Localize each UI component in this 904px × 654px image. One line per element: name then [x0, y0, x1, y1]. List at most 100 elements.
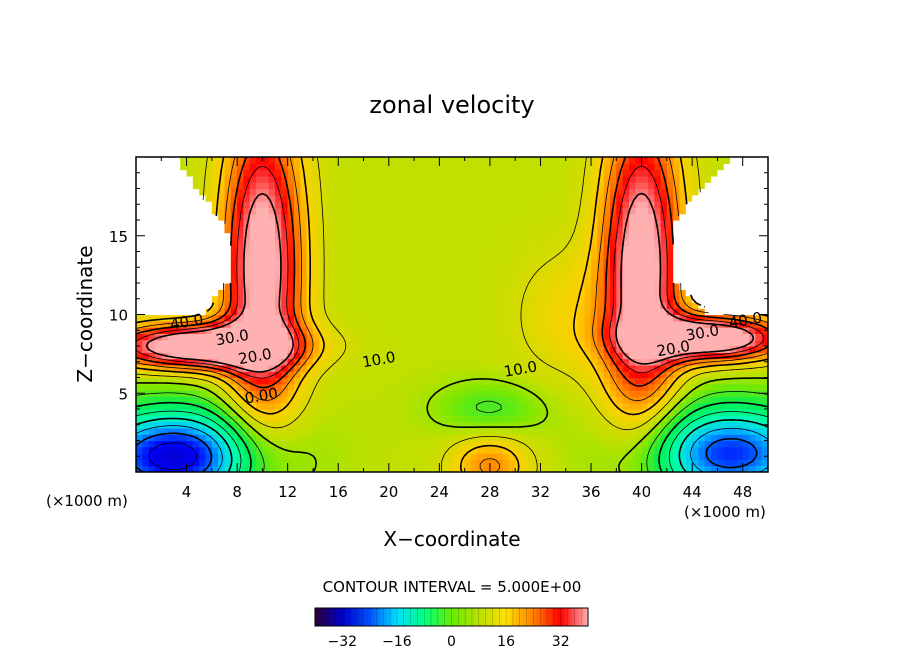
field-cell: [692, 402, 700, 410]
field-cell: [464, 220, 472, 227]
field-cell: [376, 238, 384, 246]
field-cell: [584, 270, 592, 278]
field-cell: [161, 163, 169, 171]
field-cell: [249, 415, 257, 423]
field-cell: [319, 301, 327, 309]
field-cell: [515, 415, 523, 423]
field-cell: [142, 453, 150, 460]
field-cell: [521, 169, 529, 177]
field-cell: [433, 314, 440, 322]
field-cell: [723, 276, 731, 284]
field-cell: [572, 453, 579, 460]
field-cell: [749, 415, 756, 423]
field-cell: [186, 440, 194, 448]
field-cell: [230, 264, 238, 271]
field-cell: [262, 276, 270, 284]
field-cell: [622, 346, 630, 353]
field-cell: [452, 377, 459, 385]
field-cell: [249, 352, 257, 360]
field-cell: [224, 213, 232, 221]
field-cell: [331, 346, 339, 353]
field-cell: [192, 364, 200, 372]
field-cell: [281, 308, 289, 316]
field-cell: [300, 188, 308, 196]
field-cell: [483, 232, 491, 240]
field-cell: [445, 421, 453, 429]
field-cell: [287, 427, 295, 435]
field-cell: [180, 232, 188, 240]
field-cell: [161, 390, 169, 397]
field-cell: [603, 238, 611, 246]
field-cell: [350, 327, 358, 334]
field-cell: [414, 188, 421, 196]
field-cell: [407, 339, 415, 347]
field-cell: [628, 194, 636, 202]
field-cell: [458, 390, 466, 397]
field-cell: [559, 283, 567, 290]
field-cell: [230, 358, 238, 366]
field-cell: [572, 207, 579, 215]
field-cell: [736, 157, 744, 164]
field-cell: [294, 169, 301, 177]
field-cell: [508, 314, 516, 322]
field-cell: [508, 383, 516, 391]
field-cell: [325, 283, 333, 290]
field-cell: [167, 276, 175, 284]
field-cell: [578, 453, 586, 460]
field-cell: [603, 333, 611, 341]
field-cell: [635, 327, 643, 334]
field-cell: [180, 251, 188, 259]
field-cell: [142, 276, 150, 284]
field-cell: [591, 169, 598, 177]
field-cell: [256, 251, 263, 259]
field-cell: [660, 358, 668, 366]
field-cell: [464, 207, 472, 215]
field-cell: [452, 352, 459, 360]
field-cell: [306, 226, 314, 234]
field-cell: [704, 434, 712, 442]
field-cell: [281, 459, 289, 467]
field-cell: [666, 339, 674, 347]
field-cell: [591, 440, 598, 448]
field-cell: [161, 182, 169, 190]
field-cell: [382, 238, 390, 246]
field-cell: [262, 226, 270, 234]
field-cell: [268, 194, 276, 202]
field-cell: [647, 251, 655, 259]
field-cell: [426, 377, 434, 385]
field-cell: [369, 453, 377, 460]
field-cell: [256, 434, 263, 442]
field-cell: [275, 358, 282, 366]
field-cell: [369, 257, 377, 265]
field-cell: [559, 320, 567, 328]
field-cell: [237, 402, 245, 410]
field-cell: [224, 207, 232, 215]
field-cell: [395, 169, 403, 177]
field-cell: [591, 251, 598, 259]
field-cell: [142, 182, 150, 190]
field-cell: [376, 396, 384, 404]
field-cell: [546, 346, 554, 353]
field-cell: [382, 465, 390, 472]
field-cell: [666, 346, 674, 353]
field-cell: [755, 402, 763, 410]
field-cell: [730, 383, 737, 391]
field-cell: [603, 352, 611, 360]
field-cell: [704, 346, 712, 353]
field-cell: [711, 434, 719, 442]
field-cell: [534, 364, 542, 372]
field-cell: [369, 276, 377, 284]
field-cell: [407, 402, 415, 410]
field-cell: [173, 226, 181, 234]
field-cell: [496, 402, 504, 410]
field-cell: [654, 402, 662, 410]
field-cell: [344, 333, 352, 341]
field-cell: [230, 308, 238, 316]
field-cell: [730, 188, 737, 196]
field-cell: [136, 377, 143, 385]
field-cell: [312, 264, 320, 271]
field-cell: [717, 283, 725, 290]
field-cell: [546, 383, 554, 391]
field-cell: [167, 364, 175, 372]
field-cell: [319, 251, 327, 259]
